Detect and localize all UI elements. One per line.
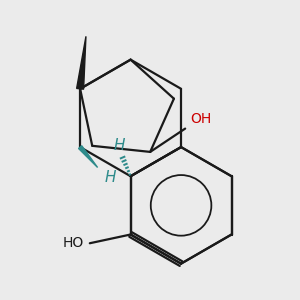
Text: H: H — [105, 170, 116, 185]
Text: HO: HO — [63, 236, 84, 250]
Text: OH: OH — [190, 112, 211, 126]
Polygon shape — [76, 36, 86, 89]
Text: H: H — [113, 138, 125, 153]
Polygon shape — [79, 146, 98, 167]
